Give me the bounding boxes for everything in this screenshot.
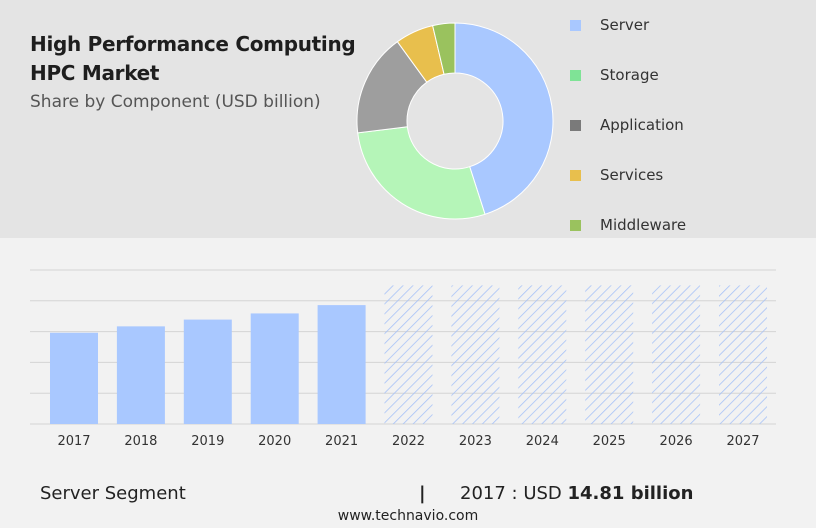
- bar-2021: [317, 305, 366, 424]
- legend-swatch-middleware: [570, 219, 581, 231]
- x-tick-label-2026: 2026: [660, 434, 693, 449]
- legend-swatch-services: [570, 169, 581, 181]
- bar-2017: [50, 332, 98, 424]
- summary-year-prefix: 2017 : USD: [460, 483, 568, 504]
- legend-item-storage: Storage: [570, 64, 659, 86]
- legend-swatch-storage: [570, 69, 581, 81]
- legend-item-services: Services: [570, 164, 663, 186]
- legend-item-server: Server: [570, 14, 649, 36]
- bar-2019: [183, 319, 232, 424]
- donut-slice-storage: [357, 126, 486, 220]
- forecast-bar-2027: [719, 285, 767, 424]
- chart-title: High Performance Computing HPC Market: [30, 32, 356, 85]
- legend-swatch-server: [570, 19, 581, 31]
- legend-label-server: Server: [600, 16, 650, 34]
- legend-item-middleware: Middleware: [570, 214, 686, 236]
- legend-label-storage: Storage: [600, 66, 659, 84]
- legend-label-application: Application: [600, 116, 684, 134]
- bar-2018: [116, 326, 165, 424]
- x-tick-label-2019: 2019: [191, 434, 224, 449]
- segment-label: Server Segment: [40, 483, 186, 504]
- x-tick-label-2025: 2025: [593, 434, 626, 449]
- x-tick-label-2027: 2027: [726, 434, 759, 449]
- summary-value-amount: 14.81 billion: [567, 483, 694, 504]
- donut-slice-server: [454, 22, 554, 215]
- x-tick-label-2021: 2021: [325, 434, 358, 449]
- donut-slice-middleware: [432, 22, 456, 75]
- forecast-bar-2024: [518, 285, 567, 424]
- x-tick-label-2023: 2023: [459, 434, 492, 449]
- legend-item-application: Application: [570, 114, 684, 136]
- summary-value: 2017 : USD 14.81 billion: [460, 483, 693, 504]
- x-tick-label-2024: 2024: [526, 434, 559, 449]
- x-tick-label-2020: 2020: [258, 434, 291, 449]
- forecast-bar-2022: [384, 285, 433, 424]
- bar-chart: 2017 2018 2019 2020 2021 2022 2023 2024 2025 2026…: [30, 269, 776, 449]
- legend-label-services: Services: [600, 166, 664, 184]
- forecast-bar-2026: [652, 285, 701, 424]
- chart-subtitle: Share by Component (USD billion): [30, 92, 321, 112]
- legend-label-middleware: Middleware: [600, 216, 687, 234]
- bar-2020: [250, 313, 299, 424]
- summary-separator: |: [419, 483, 426, 504]
- forecast-bar-2025: [585, 285, 634, 424]
- legend-swatch-application: [570, 119, 581, 131]
- footer-url: www.technavio.com: [337, 508, 479, 524]
- x-tick-label-2017: 2017: [57, 434, 90, 449]
- x-tick-label-2022: 2022: [392, 434, 425, 449]
- forecast-bar-2023: [451, 285, 500, 424]
- donut-chart: [356, 22, 554, 220]
- x-tick-label-2018: 2018: [124, 434, 157, 449]
